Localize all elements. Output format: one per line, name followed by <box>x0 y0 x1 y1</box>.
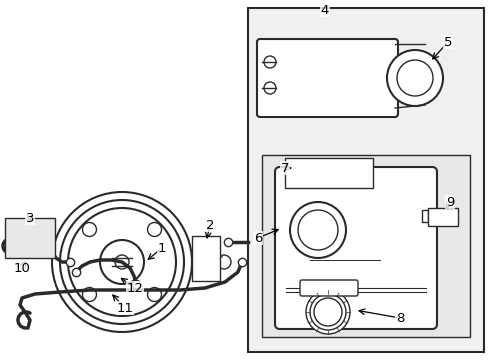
Text: 5: 5 <box>443 36 451 49</box>
Circle shape <box>305 290 349 334</box>
Circle shape <box>30 226 46 242</box>
Circle shape <box>10 220 30 240</box>
Text: 8: 8 <box>395 311 404 324</box>
Circle shape <box>147 288 161 302</box>
Text: 10: 10 <box>14 261 30 274</box>
Circle shape <box>52 192 192 332</box>
Text: 1: 1 <box>158 242 166 255</box>
Circle shape <box>147 222 161 237</box>
Text: 9: 9 <box>445 195 453 208</box>
Text: 6: 6 <box>253 231 262 244</box>
FancyBboxPatch shape <box>274 167 436 329</box>
Circle shape <box>386 50 442 106</box>
Text: 7: 7 <box>280 162 289 175</box>
Bar <box>5 218 55 258</box>
Bar <box>192 236 220 281</box>
Text: 3: 3 <box>26 212 34 225</box>
Polygon shape <box>421 210 427 222</box>
Circle shape <box>60 200 183 324</box>
Text: 11: 11 <box>116 302 133 315</box>
Text: 2: 2 <box>205 219 214 231</box>
Circle shape <box>68 208 176 316</box>
Text: 4: 4 <box>320 4 328 17</box>
Bar <box>285 158 372 188</box>
Text: 12: 12 <box>126 282 143 294</box>
Bar <box>262 155 469 337</box>
Bar <box>247 8 483 352</box>
Circle shape <box>82 222 96 237</box>
Circle shape <box>217 255 230 269</box>
Circle shape <box>82 288 96 302</box>
FancyBboxPatch shape <box>299 280 357 296</box>
Bar <box>427 208 457 226</box>
FancyBboxPatch shape <box>257 39 397 117</box>
